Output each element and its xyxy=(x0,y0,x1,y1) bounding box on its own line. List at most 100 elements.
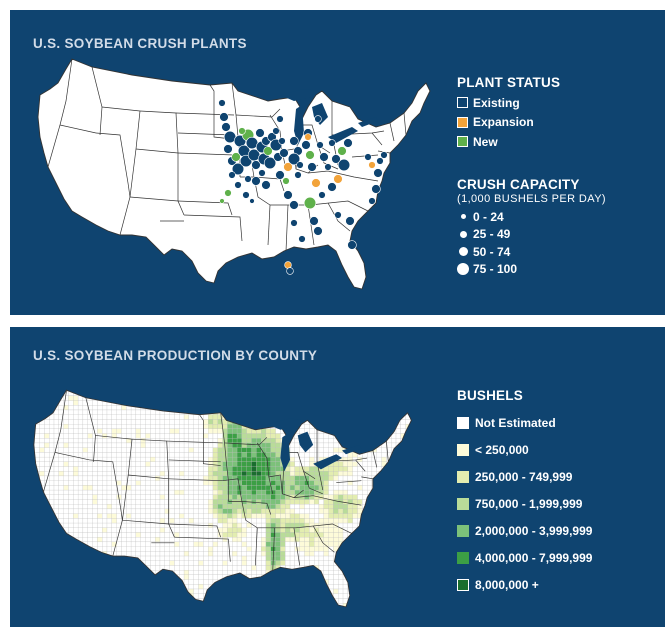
county-cell xyxy=(299,414,305,420)
county-cell xyxy=(183,499,190,505)
county-cell xyxy=(304,527,310,533)
county-cell xyxy=(323,400,329,406)
county-cell xyxy=(77,513,84,519)
county-cell xyxy=(217,452,223,458)
state-border xyxy=(222,478,243,502)
county-cell xyxy=(376,405,382,411)
county-cell xyxy=(39,414,45,420)
county-cell xyxy=(102,508,108,514)
county-cell xyxy=(386,537,392,543)
county-cell xyxy=(198,527,204,533)
county-cell xyxy=(68,438,74,444)
county-cell xyxy=(68,537,74,543)
county-cell xyxy=(246,471,252,477)
county-cell xyxy=(285,504,291,510)
county-cell xyxy=(328,390,334,392)
county-cell xyxy=(212,456,218,462)
county-cell xyxy=(265,551,271,557)
county-cell xyxy=(208,489,214,495)
county-cell xyxy=(92,579,98,585)
county-cell xyxy=(150,546,156,552)
county-cell xyxy=(106,574,112,580)
county-cell xyxy=(203,452,209,458)
county-cell xyxy=(381,560,387,566)
county-cell xyxy=(367,466,373,472)
county-cell xyxy=(304,466,310,472)
county-cell xyxy=(294,485,300,491)
county-cell xyxy=(314,438,320,444)
county-cell xyxy=(39,504,45,510)
county-cell xyxy=(294,551,300,557)
county-cell xyxy=(405,532,411,538)
county-cell xyxy=(92,489,98,495)
county-cell xyxy=(400,456,406,462)
state-border xyxy=(317,144,339,170)
county-cell xyxy=(333,541,339,547)
county-cell xyxy=(49,608,54,613)
county-cell xyxy=(256,391,262,396)
county-cell xyxy=(280,532,286,538)
county-cell xyxy=(97,480,103,486)
county-cell xyxy=(400,546,406,552)
county-cell xyxy=(261,565,267,571)
county-cell xyxy=(367,504,373,510)
plant-marker xyxy=(376,157,384,165)
county-cell xyxy=(73,442,79,448)
county-cell xyxy=(117,608,122,613)
county-cell xyxy=(314,508,320,514)
county-cell xyxy=(188,423,194,429)
county-cell xyxy=(44,447,50,453)
county-cell xyxy=(87,466,93,472)
county-cell xyxy=(400,551,406,557)
county-cell xyxy=(188,570,194,576)
county-cell xyxy=(68,608,73,613)
county-cell xyxy=(102,452,108,458)
plant-marker xyxy=(251,160,261,170)
county-cell xyxy=(179,598,185,604)
county-cell xyxy=(405,588,411,594)
county-cell xyxy=(174,395,180,401)
county-cell xyxy=(141,608,146,613)
county-cell xyxy=(251,471,257,477)
county-cell xyxy=(285,485,291,491)
county-cell xyxy=(159,405,165,411)
county-cell xyxy=(333,513,339,519)
county-cell xyxy=(169,579,175,585)
county-cell xyxy=(410,409,412,415)
bushels-swatch xyxy=(457,497,469,510)
county-cell xyxy=(232,593,238,599)
county-cell xyxy=(155,579,161,585)
county-cell xyxy=(251,584,257,590)
county-cell xyxy=(222,584,228,590)
county-cell xyxy=(352,428,358,434)
county-cell xyxy=(333,480,339,486)
county-cell xyxy=(352,475,358,481)
county-cell xyxy=(362,593,368,599)
county-cell xyxy=(289,588,295,594)
county-cell xyxy=(77,466,84,472)
county-cell xyxy=(208,541,214,547)
county-cell xyxy=(179,390,185,392)
county-cell xyxy=(294,471,300,477)
county-cell xyxy=(270,409,276,415)
county-cell xyxy=(212,593,218,599)
county-cell xyxy=(106,433,112,439)
county-cell xyxy=(135,419,141,425)
county-cell xyxy=(150,598,156,604)
plant-marker xyxy=(337,158,351,172)
county-cell xyxy=(159,466,165,472)
county-cell xyxy=(314,555,320,561)
county-cell xyxy=(227,598,233,604)
county-cell xyxy=(188,466,194,472)
county-cell xyxy=(116,423,122,429)
county-cell xyxy=(92,452,98,458)
county-cell xyxy=(34,414,40,420)
county-cell xyxy=(53,560,59,566)
county-cell xyxy=(34,499,40,505)
county-cell xyxy=(53,546,59,552)
county-cell xyxy=(410,603,412,607)
county-cell xyxy=(63,546,69,552)
county-cell xyxy=(395,466,401,472)
county-cell xyxy=(140,504,146,510)
county-cell xyxy=(212,560,218,566)
